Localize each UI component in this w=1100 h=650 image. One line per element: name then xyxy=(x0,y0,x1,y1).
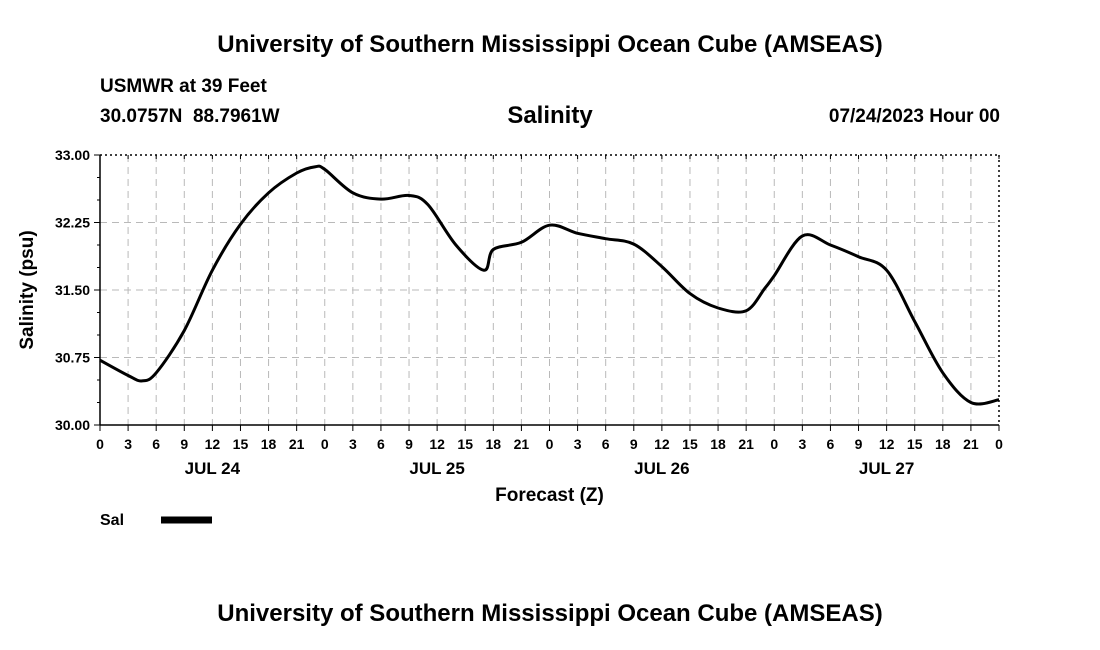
x-tick-label: 0 xyxy=(96,436,104,452)
y-tick-label: 33.00 xyxy=(55,147,90,163)
x-tick-label: 0 xyxy=(770,436,778,452)
x-tick-label: 12 xyxy=(205,436,221,452)
x-tick-label: 3 xyxy=(798,436,806,452)
x-tick-label: 15 xyxy=(457,436,473,452)
y-tick-label: 31.50 xyxy=(55,282,90,298)
x-tick-label: 0 xyxy=(995,436,1003,452)
y-tick-label: 30.00 xyxy=(55,417,90,433)
x-tick-label: 12 xyxy=(654,436,670,452)
x-tick-label: 9 xyxy=(405,436,413,452)
axes xyxy=(94,154,1000,431)
labels: 0 3 6 9 12 15 18 21 0 3 6 9 12 15 18 21 0 3 6 9 12 15 18 21 0 3 6 9… xyxy=(17,147,1003,529)
grid xyxy=(100,155,999,425)
x-tick-label: 0 xyxy=(546,436,554,452)
x-tick-label: 18 xyxy=(486,436,502,452)
day-label: JUL 27 xyxy=(859,459,914,478)
chart-title: Salinity xyxy=(507,102,593,129)
y-axis-title: Salinity (psu) xyxy=(17,230,38,349)
x-tick-label: 15 xyxy=(907,436,923,452)
x-tick-label: 18 xyxy=(710,436,726,452)
station-label: USMWR at 39 Feet xyxy=(100,76,267,97)
x-tick-label: 6 xyxy=(377,436,385,452)
forecast-datetime: 07/24/2023 Hour 00 xyxy=(828,106,1000,127)
x-tick-label: 12 xyxy=(429,436,445,452)
x-tick-label: 15 xyxy=(682,436,698,452)
legend-label: Sal xyxy=(100,512,124,529)
x-tick-label: 21 xyxy=(514,436,530,452)
x-tick-label: 18 xyxy=(935,436,951,452)
x-tick-label: 0 xyxy=(321,436,329,452)
x-tick-label: 18 xyxy=(261,436,277,452)
x-tick-label: 21 xyxy=(963,436,979,452)
x-tick-label: 3 xyxy=(349,436,357,452)
x-tick-label: 15 xyxy=(233,436,249,452)
footer-title: University of Southern Mississippi Ocean… xyxy=(217,600,883,627)
x-tick-label: 9 xyxy=(855,436,863,452)
x-tick-label: 3 xyxy=(574,436,582,452)
x-tick-label: 6 xyxy=(827,436,835,452)
day-label: JUL 25 xyxy=(409,459,464,478)
x-tick-label: 3 xyxy=(124,436,132,452)
x-tick-label: 21 xyxy=(289,436,305,452)
day-label: JUL 24 xyxy=(185,459,241,478)
y-tick-label: 30.75 xyxy=(55,350,90,366)
series-line-sal xyxy=(99,164,1000,406)
x-tick-label: 21 xyxy=(738,436,754,452)
x-tick-label: 9 xyxy=(180,436,188,452)
day-label: JUL 26 xyxy=(634,459,689,478)
y-tick-label: 32.25 xyxy=(55,215,90,231)
series xyxy=(99,164,1000,406)
page-title: University of Southern Mississippi Ocean… xyxy=(217,31,883,58)
x-tick-label: 12 xyxy=(879,436,895,452)
x-tick-label: 6 xyxy=(602,436,610,452)
coordinates-label: 30.0757N 88.7961W xyxy=(100,106,280,127)
x-tick-label: 6 xyxy=(152,436,160,452)
x-tick-label: 9 xyxy=(630,436,638,452)
x-axis-title: Forecast (Z) xyxy=(495,485,604,506)
